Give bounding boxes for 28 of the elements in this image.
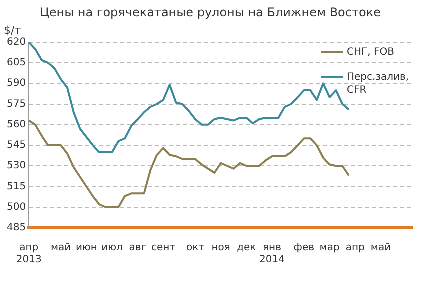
y-tick-label: 605: [6, 58, 26, 69]
y-tick-label: 575: [6, 98, 26, 110]
y-tick-label: 500: [6, 202, 26, 213]
chart-title: Цены на горячекатаные рулоны на Ближнем Востоке: [40, 5, 381, 20]
legend-label: СНГ, FOB: [347, 46, 395, 58]
x-tick-label: ноя: [212, 242, 230, 254]
x-tick-label: апр 2013: [16, 242, 42, 266]
x-tick-label: июл: [102, 242, 123, 254]
legend-label: Перс.залив, CFR: [347, 72, 410, 96]
y-tick-label: 545: [6, 140, 26, 152]
x-tick-label: фев: [294, 242, 315, 254]
x-tick-label: янв 2014: [260, 242, 285, 266]
y-tick-label: 515: [6, 181, 26, 192]
x-tick-label: июн: [76, 242, 98, 254]
y-tick-label: 560: [6, 119, 26, 130]
x-tick-label: апр: [346, 242, 365, 254]
x-tick-label: май: [50, 242, 72, 254]
x-tick-label: дек: [237, 242, 256, 254]
x-tick-label: мар: [320, 242, 340, 254]
x-tick-label: май: [370, 242, 392, 254]
y-axis-title: $/т: [4, 24, 22, 37]
x-tick-label: сент: [151, 242, 176, 254]
y-tick-label: 590: [6, 78, 26, 90]
y-tick-label: 530: [6, 160, 26, 172]
x-tick-label: окт: [186, 242, 205, 254]
y-tick-label: 620: [6, 36, 26, 48]
x-tick-label: авг: [129, 242, 147, 254]
y-tick-label: 485: [6, 222, 26, 234]
